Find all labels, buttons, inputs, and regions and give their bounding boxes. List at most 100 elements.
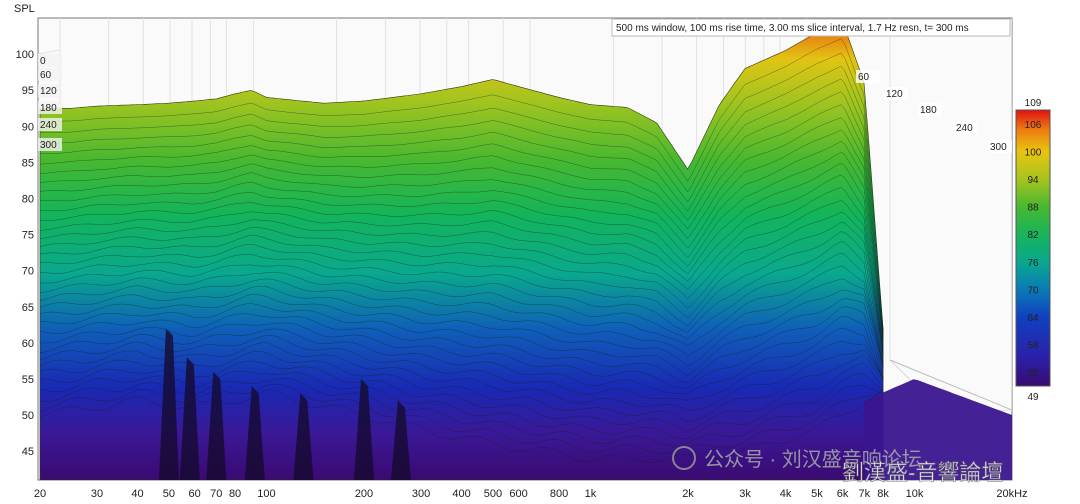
time-label-left: 180 (40, 103, 57, 114)
y-tick-label: 55 (22, 374, 34, 386)
slice-line (40, 78, 884, 339)
x-tick-label: 300 (412, 488, 430, 500)
slice-line (39, 162, 884, 353)
slice-line (39, 129, 884, 346)
colorbar-min: 49 (1027, 392, 1039, 403)
time-label-left: 240 (40, 120, 57, 131)
window-annotation: 500 ms window, 100 ms rise time, 3.00 ms… (616, 23, 969, 34)
time-label-right: 240 (956, 123, 973, 134)
slice-line (39, 52, 884, 334)
colorbar-tick: 70 (1027, 285, 1039, 296)
slice-line (40, 222, 884, 362)
x-axis-ticks: 20 30 40 50 60 70 80 100 200 300 400 500 600 800 1k 2k 3… (34, 488, 1028, 500)
x-tick-label: 600 (509, 488, 527, 500)
surface-tail (864, 379, 1012, 480)
slice-line (39, 316, 884, 389)
x-tick-label: 7k (858, 488, 870, 500)
y-tick-label: 85 (22, 157, 34, 169)
slice-line (39, 38, 884, 332)
x-tick-label: 5k (811, 488, 823, 500)
slice-line (39, 174, 884, 354)
time-label-left: 300 (40, 140, 57, 151)
slice-line (39, 141, 884, 349)
x-tick-label: 6k (837, 488, 849, 500)
x-tick-label: 3k (739, 488, 751, 500)
slice-line (39, 265, 884, 367)
y-tick-label: 90 (22, 121, 34, 133)
slice-line (39, 231, 884, 365)
watermark-line2: 劉漢盛-音響論壇 (842, 460, 1003, 485)
slice-line (39, 241, 884, 367)
x-tick-label: 400 (452, 488, 470, 500)
slice-line (39, 389, 884, 463)
watermark: 公众号 · 刘汉盛音响论坛 劉漢盛-音響論壇 (672, 446, 1004, 485)
x-tick-label: 8k (877, 488, 889, 500)
slice-line (39, 151, 884, 351)
colorbar: 52 58 64 70 76 82 88 94 100 106 109 49 (1015, 98, 1051, 403)
x-tick-label: 80 (229, 488, 241, 500)
y-tick-label: 95 (22, 85, 34, 97)
slice-line (39, 342, 884, 411)
slice-line (39, 334, 884, 402)
slice-line (39, 378, 884, 447)
slice-line (39, 360, 884, 432)
slice-line (39, 370, 884, 439)
slice-line (40, 65, 884, 337)
y-tick-label: 80 (22, 193, 34, 205)
slice-line (39, 252, 884, 367)
colorbar-tick: 94 (1027, 175, 1039, 186)
annotation-box (611, 18, 1011, 37)
time-label-left: 0 (40, 56, 46, 67)
colorbar-tick: 76 (1027, 258, 1039, 269)
x-tick-label: 500 (484, 488, 502, 500)
x-tick-label: 800 (550, 488, 568, 500)
x-tick-label: 10k (906, 488, 924, 500)
slice-line (39, 211, 884, 359)
slice-line (39, 278, 884, 368)
y-tick-label: 100 (16, 49, 34, 61)
colorbar-tick: 82 (1027, 230, 1039, 241)
colorbar-tick: 58 (1027, 341, 1039, 352)
y-tick-label: 45 (22, 446, 34, 458)
colorbar-tick: 64 (1027, 313, 1039, 324)
watermark-line1: 公众号 · 刘汉盛音响论坛 (704, 448, 922, 471)
y-tick-label: 70 (22, 266, 34, 278)
time-axis-labels: 0 60 120 180 240 300 60 120 180 240 300 (38, 54, 1012, 153)
x-tick-label: 40 (131, 488, 143, 500)
time-label-right: 120 (886, 89, 903, 100)
time-label-right: 300 (990, 142, 1007, 153)
x-tick-label: 70 (210, 488, 222, 500)
time-label-left: 120 (40, 86, 57, 97)
x-tick-label: 100 (257, 488, 275, 500)
colorbar-tick: 52 (1027, 368, 1039, 379)
y-tick-label: 65 (22, 302, 34, 314)
slice-line (39, 187, 884, 355)
x-tick-label: 1k (585, 488, 597, 500)
colorbar-tick: 88 (1027, 203, 1039, 214)
y-tick-label: 75 (22, 230, 34, 242)
slice-line (39, 327, 884, 395)
slice-line (39, 298, 884, 376)
x-tick-label: 20kHz (996, 488, 1027, 500)
slice-line (39, 200, 884, 356)
y-tick-label: 60 (22, 338, 34, 350)
x-tick-label: 2k (682, 488, 694, 500)
slice-line (39, 289, 884, 371)
colorbar-tick: 106 (1025, 120, 1042, 131)
wechat-icon (672, 446, 696, 470)
time-label-left: 60 (40, 70, 52, 81)
x-tick-label: 50 (163, 488, 175, 500)
y-axis-ticks: 45 50 55 60 65 70 75 80 85 90 95 100 (16, 49, 34, 458)
slice-line (39, 104, 884, 342)
x-tick-label: 20 (34, 488, 46, 500)
y-axis-label: SPL (14, 3, 35, 15)
time-label-right: 60 (858, 72, 870, 83)
x-tick-label: 60 (188, 488, 200, 500)
waterfall-slice-lines (39, 38, 884, 463)
colorbar-tick: 100 (1025, 147, 1042, 158)
time-label-right: 180 (920, 105, 937, 116)
x-tick-label: 4k (780, 488, 792, 500)
slice-line (39, 306, 884, 384)
y-tick-label: 50 (22, 410, 34, 422)
